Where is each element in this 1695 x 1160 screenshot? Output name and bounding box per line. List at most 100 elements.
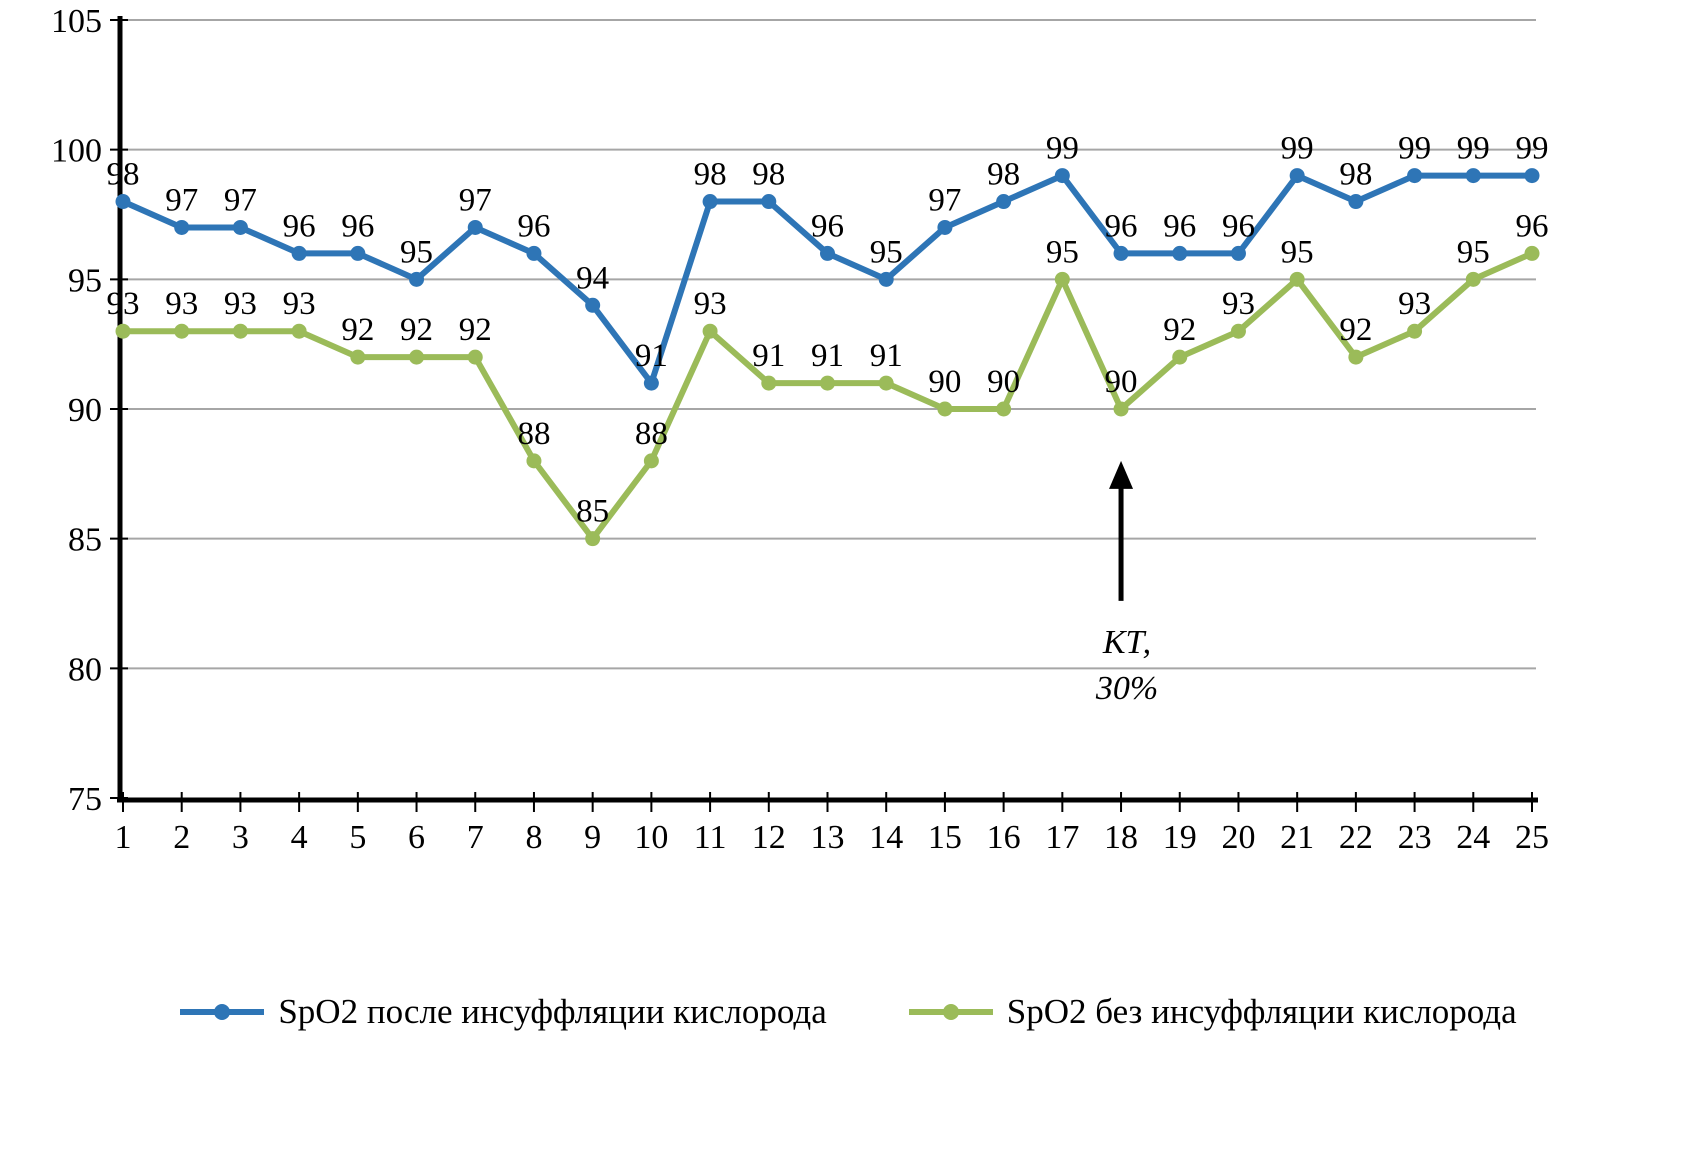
x-tick-label-5: 5 xyxy=(349,819,366,856)
x-tick-label-24: 24 xyxy=(1456,819,1490,856)
data-label: 93 xyxy=(107,286,140,322)
data-label: 98 xyxy=(987,157,1020,193)
series-marker xyxy=(643,453,659,469)
x-tick-label-6: 6 xyxy=(408,819,425,856)
x-tick-label-25: 25 xyxy=(1515,819,1549,856)
data-label: 96 xyxy=(517,208,550,244)
series-marker xyxy=(409,271,425,287)
x-tick-label-4: 4 xyxy=(291,819,308,856)
series-marker xyxy=(115,323,131,339)
data-label: 96 xyxy=(283,208,316,244)
legend-label-spo2-with-oxygen: SpO2 после инсуффляции кислорода xyxy=(278,992,827,1031)
data-label: 97 xyxy=(165,182,198,218)
annotation-arrow-head xyxy=(1109,460,1134,489)
legend-item-spo2-without-oxygen: SpO2 без инсуффляции кислорода xyxy=(907,992,1517,1032)
data-label: 88 xyxy=(635,416,668,452)
series-marker xyxy=(1054,271,1070,287)
chart-legend: SpO2 после инсуффляции кислорода SpO2 бе… xyxy=(0,992,1695,1032)
data-label: 99 xyxy=(1457,131,1490,167)
data-label: 94 xyxy=(576,260,609,296)
series-marker xyxy=(1289,168,1305,184)
data-label: 96 xyxy=(341,208,374,244)
series-marker xyxy=(1289,271,1305,287)
x-tick-label-2: 2 xyxy=(173,819,190,856)
series-marker xyxy=(409,349,425,365)
x-tick-label-22: 22 xyxy=(1339,819,1373,856)
series-marker xyxy=(585,531,601,547)
data-label: 91 xyxy=(752,338,785,374)
series-marker xyxy=(996,194,1012,210)
series-marker xyxy=(115,194,131,210)
y-tick-label-105: 105 xyxy=(51,3,102,40)
x-tick-label-21: 21 xyxy=(1280,819,1314,856)
series-marker xyxy=(1524,245,1540,261)
data-label: 98 xyxy=(694,157,727,193)
series-marker xyxy=(174,219,190,235)
data-label: 97 xyxy=(928,182,961,218)
data-label: 98 xyxy=(1339,157,1372,193)
y-tick-label-85: 85 xyxy=(68,522,102,559)
data-label: 96 xyxy=(1516,208,1549,244)
series-marker xyxy=(1524,168,1540,184)
data-label: 93 xyxy=(224,286,257,322)
data-label: 90 xyxy=(1105,364,1138,400)
series-line-SpO2-без-инсуффляции-кислорода xyxy=(123,250,1534,542)
data-label: 95 xyxy=(1046,234,1079,270)
series-marker xyxy=(1465,271,1481,287)
data-label: 93 xyxy=(1222,286,1255,322)
series-marker xyxy=(1230,323,1246,339)
x-tick-label-20: 20 xyxy=(1221,819,1255,856)
data-label: 98 xyxy=(752,157,785,193)
series-marker xyxy=(761,375,777,391)
legend-item-spo2-with-oxygen: SpO2 после инсуффляции кислорода xyxy=(178,992,827,1032)
series-marker xyxy=(1407,323,1423,339)
data-label: 93 xyxy=(1398,286,1431,322)
series-marker xyxy=(1054,168,1070,184)
data-label: 98 xyxy=(107,157,140,193)
x-tick-label-17: 17 xyxy=(1045,819,1079,856)
series-marker xyxy=(702,194,718,210)
data-label: 93 xyxy=(165,286,198,322)
x-tick-label-18: 18 xyxy=(1104,819,1138,856)
series-marker xyxy=(526,453,542,469)
series-marker xyxy=(878,375,894,391)
y-tick-label-90: 90 xyxy=(68,392,102,429)
series-marker xyxy=(1465,168,1481,184)
series-marker xyxy=(820,245,835,261)
data-label: 91 xyxy=(635,338,668,374)
series-marker xyxy=(232,219,248,235)
data-label: 96 xyxy=(1163,208,1196,244)
legend-line-marker-blue-icon xyxy=(180,1004,265,1020)
series-marker xyxy=(526,245,542,261)
series-marker xyxy=(467,219,483,235)
data-label: 90 xyxy=(987,364,1020,400)
y-tick-label-95: 95 xyxy=(68,262,102,299)
x-tick-label-15: 15 xyxy=(928,819,962,856)
x-tick-label-9: 9 xyxy=(584,819,601,856)
data-label: 96 xyxy=(1105,208,1138,244)
series-marker xyxy=(1348,194,1364,210)
data-label: 92 xyxy=(400,312,433,348)
data-label: 92 xyxy=(459,312,492,348)
series-marker xyxy=(1172,245,1188,261)
data-label: 96 xyxy=(1222,208,1255,244)
data-label: 93 xyxy=(283,286,316,322)
series-marker xyxy=(1113,245,1129,261)
x-tick-label-12: 12 xyxy=(752,819,786,856)
series-marker xyxy=(643,375,659,391)
x-tick-label-1: 1 xyxy=(115,819,132,856)
x-tick-label-14: 14 xyxy=(869,819,903,856)
data-label: 95 xyxy=(1457,234,1490,270)
x-tick-label-19: 19 xyxy=(1163,819,1197,856)
series-marker xyxy=(291,323,307,339)
series-marker xyxy=(291,245,307,261)
series-marker xyxy=(1172,349,1188,365)
series-marker xyxy=(1113,401,1129,417)
x-tick-label-13: 13 xyxy=(811,819,845,856)
x-tick-label-11: 11 xyxy=(694,819,727,856)
series-marker xyxy=(878,271,894,287)
x-tick-label-8: 8 xyxy=(525,819,542,856)
data-label: 95 xyxy=(400,234,433,270)
